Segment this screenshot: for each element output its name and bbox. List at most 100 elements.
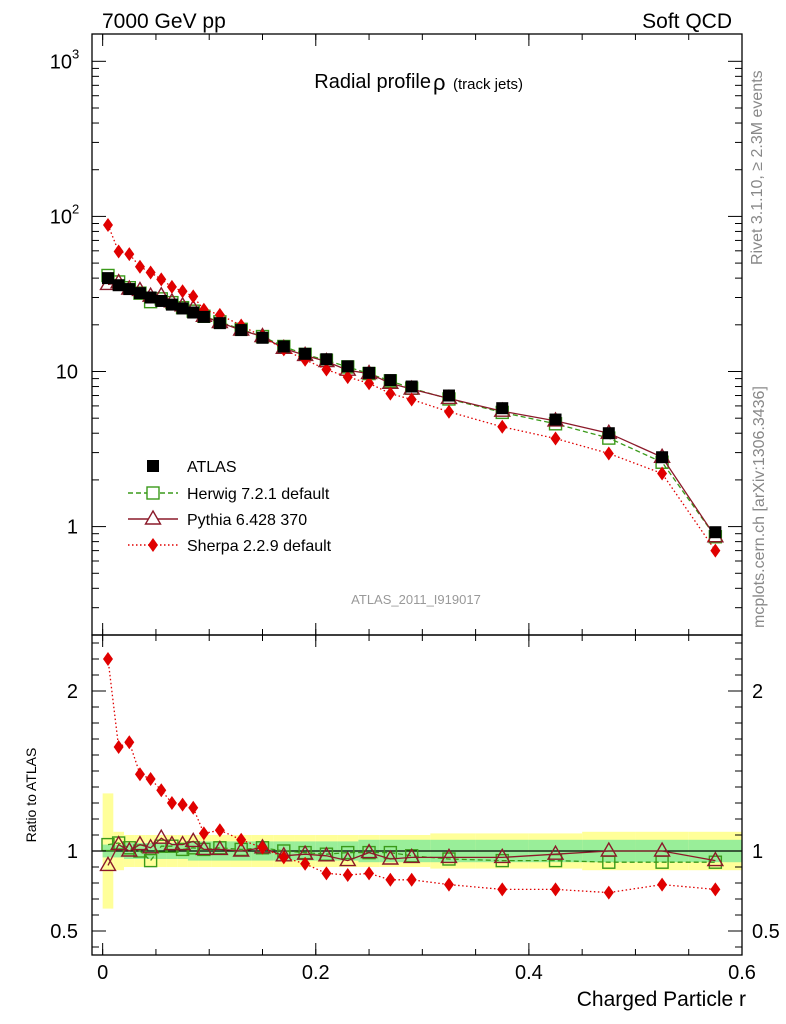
point-sherpa xyxy=(342,370,353,385)
ratio-point-herwig xyxy=(362,845,376,860)
point-data xyxy=(709,526,722,539)
ratio-point-pythia xyxy=(317,846,336,862)
point-sherpa xyxy=(443,404,454,419)
ratio-point-pythia xyxy=(381,849,400,865)
x-tick-label: 0.4 xyxy=(515,962,543,984)
point-data xyxy=(133,287,146,300)
analysis-tag: ATLAS_2011_I919017 xyxy=(351,592,481,607)
ratio-point-sherpa xyxy=(214,823,225,838)
point-data xyxy=(144,291,157,304)
ratio-point-sherpa xyxy=(710,882,721,897)
point-data xyxy=(384,374,397,387)
ratio-point-pythia xyxy=(360,843,378,859)
main-y-tick-exponent: 3 xyxy=(72,46,79,61)
point-data xyxy=(602,427,615,440)
point-data xyxy=(405,380,418,393)
ratio-point-pythia xyxy=(109,835,128,851)
ratio-point-pythia xyxy=(131,835,149,851)
chart-title: Radial profile xyxy=(314,71,431,93)
ratio-point-sherpa xyxy=(657,877,668,892)
ratio-point-sherpa xyxy=(166,796,177,810)
point-sherpa xyxy=(124,247,135,262)
ratio-point-sherpa xyxy=(406,872,417,887)
point-sherpa xyxy=(145,265,156,280)
ratio-y-tick-label-left: 0.5 xyxy=(50,921,78,943)
point-sherpa xyxy=(102,218,113,233)
point-sherpa xyxy=(406,392,417,407)
ratio-point-pythia xyxy=(653,841,671,857)
x-tick-label: 0.6 xyxy=(728,962,756,984)
point-sherpa xyxy=(497,419,508,434)
point-data xyxy=(256,331,269,344)
point-data xyxy=(442,389,455,402)
ratio-panel-frame xyxy=(91,634,743,956)
ratio-point-herwig xyxy=(143,853,158,868)
ratio-line-herwig xyxy=(107,842,716,863)
point-data xyxy=(187,306,200,319)
legend-marker-sherpa xyxy=(148,538,158,552)
point-sherpa xyxy=(177,284,188,299)
point-sherpa xyxy=(188,289,199,304)
ratio-point-pythia xyxy=(402,847,421,864)
point-data xyxy=(299,347,312,360)
ratio-point-pythia xyxy=(163,835,181,851)
ratio-point-sherpa xyxy=(550,882,561,897)
point-data xyxy=(549,413,562,426)
ratio-y-tick-label-right: 2 xyxy=(752,681,763,703)
ratio-point-sherpa xyxy=(385,872,396,887)
ratio-y-tick-label-right: 1 xyxy=(752,841,763,863)
ratio-point-sherpa xyxy=(278,850,289,865)
point-data xyxy=(213,317,226,330)
ratio-point-sherpa xyxy=(102,652,113,666)
ratio-point-pythia xyxy=(706,851,725,867)
rivet-label: Rivet 3.1.10, ≥ 2.3M events xyxy=(749,70,766,265)
ratio-point-herwig xyxy=(341,845,355,860)
main-y-tick-exponent: 2 xyxy=(72,201,79,216)
main-y-tick-label: 10 xyxy=(56,361,78,383)
ratio-point-sherpa xyxy=(603,885,614,900)
ratio-point-sherpa xyxy=(300,856,311,871)
ratio-point-sherpa xyxy=(257,840,268,855)
legend-label-herwig: Herwig 7.2.1 default xyxy=(187,486,330,503)
point-sherpa xyxy=(113,244,124,259)
point-data xyxy=(165,298,178,311)
point-data xyxy=(155,294,168,307)
ratio-point-pythia xyxy=(339,851,357,867)
x-tick-label: 0.2 xyxy=(302,962,330,984)
ratio-point-pythia xyxy=(211,839,229,856)
x-tick-label: 0 xyxy=(97,962,108,984)
ratio-point-sherpa xyxy=(364,866,375,881)
legend-marker-pythia xyxy=(144,509,162,525)
ratio-point-pythia xyxy=(184,831,202,848)
point-sherpa xyxy=(364,376,375,391)
legend-marker-atlas xyxy=(147,460,159,472)
point-sherpa xyxy=(603,446,614,461)
ratio-point-pythia xyxy=(173,835,192,851)
x-axis-label: Charged Particle r xyxy=(577,988,746,1011)
legend-marker-herwig xyxy=(146,486,160,500)
point-data xyxy=(656,451,669,464)
point-data xyxy=(123,283,136,296)
chart-title-suffix: (track jets) xyxy=(453,76,523,93)
mcplots-label: mcplots.cern.ch [arXiv:1306.3436] xyxy=(751,386,768,628)
point-data xyxy=(277,340,290,353)
ratio-line-pythia xyxy=(107,837,716,866)
ratio-point-herwig xyxy=(154,839,168,853)
ratio-point-pythia xyxy=(232,841,250,857)
ratio-point-sherpa xyxy=(321,866,332,881)
point-sherpa xyxy=(657,466,668,481)
ratio-point-sherpa xyxy=(177,797,188,812)
point-sherpa xyxy=(156,272,167,287)
point-sherpa xyxy=(550,431,561,446)
point-data xyxy=(176,302,189,315)
ratio-point-pythia xyxy=(195,839,213,856)
series-layer xyxy=(99,218,725,900)
point-sherpa xyxy=(385,386,396,401)
point-data xyxy=(363,366,376,379)
point-data xyxy=(235,324,248,337)
point-data xyxy=(197,310,210,323)
ratio-point-sherpa xyxy=(145,772,156,786)
header-right: Soft QCD xyxy=(642,10,732,33)
main-y-tick-label: 10 xyxy=(50,206,72,228)
